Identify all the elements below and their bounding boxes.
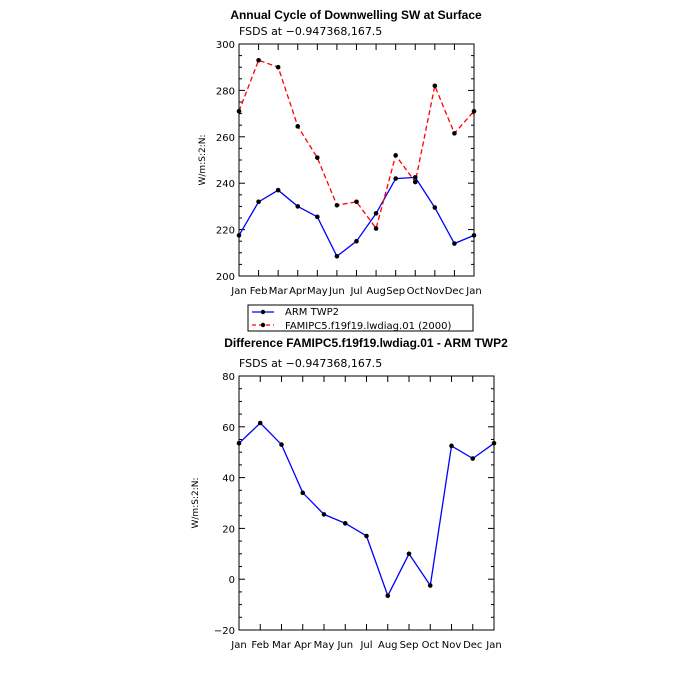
- legend-marker-arm: [260, 309, 266, 315]
- data-point: [373, 211, 379, 216]
- legend-marker-model: [260, 322, 266, 328]
- data-point: [354, 238, 359, 244]
- y-tick-label: 280: [216, 86, 235, 97]
- x-tick-label: Jan: [485, 640, 501, 651]
- data-point: [364, 533, 369, 539]
- y-tick-label: 20: [222, 524, 235, 535]
- data-point: [236, 233, 242, 238]
- data-point: [315, 155, 320, 160]
- chart-title: Difference FAMIPC5.f19f19.lwdiag.01 - AR…: [224, 336, 508, 350]
- chart-title: Annual Cycle of Downwelling SW at Surfac…: [230, 8, 482, 22]
- series-line-0: [238, 422, 495, 598]
- x-tick-label: Dec: [445, 286, 464, 297]
- x-tick-label: Jan: [230, 640, 246, 651]
- x-tick-label: Aug: [378, 640, 398, 651]
- chart-annual-cycle: Annual Cycle of Downwelling SW at Surfac…: [198, 8, 482, 332]
- data-point: [334, 202, 340, 208]
- data-point: [315, 214, 320, 220]
- data-point: [449, 443, 454, 449]
- data-point: [393, 176, 398, 181]
- x-tick-label: Apr: [289, 286, 307, 297]
- data-point: [432, 205, 438, 210]
- data-point: [256, 199, 261, 205]
- data-point: [470, 456, 476, 461]
- chart-subtitle: FSDS at −0.947368,167.5: [239, 357, 382, 370]
- x-tick-label: Jul: [359, 640, 372, 651]
- data-point: [257, 420, 263, 426]
- y-tick-label: 60: [222, 423, 235, 434]
- y-axis-label: W/m:S:2:N:: [191, 478, 201, 529]
- chart-difference: Difference FAMIPC5.f19f19.lwdiag.01 - AR…: [191, 336, 508, 651]
- data-point: [295, 204, 301, 209]
- data-point: [300, 490, 306, 496]
- chart-subtitle: FSDS at −0.947368,167.5: [239, 25, 382, 38]
- data-point: [373, 226, 379, 231]
- data-point: [295, 124, 301, 129]
- x-tick-label: Mar: [272, 640, 292, 651]
- data-point: [279, 442, 284, 447]
- legend-box: [247, 304, 474, 332]
- data-point: [427, 583, 433, 588]
- plot-frame: [238, 375, 495, 631]
- legend: ARM TWP2 FAMIPC5.f19f19.lwdiag.01 (2000): [247, 304, 474, 332]
- y-tick-label: 220: [216, 226, 235, 237]
- x-tick-label: Nov: [442, 640, 462, 651]
- y-tick-label: 240: [216, 179, 235, 190]
- data-point: [275, 64, 281, 70]
- data-point: [406, 551, 412, 557]
- data-point: [471, 233, 477, 238]
- data-point: [256, 57, 261, 63]
- data-point: [321, 512, 327, 517]
- data-point: [334, 253, 340, 259]
- data-point: [236, 441, 242, 446]
- y-tick-label: 300: [216, 40, 235, 51]
- x-tick-label: Aug: [366, 286, 386, 297]
- x-tick-label: Nov: [425, 286, 445, 297]
- x-tick-label: Oct: [422, 640, 439, 651]
- y-tick-label: 200: [216, 272, 235, 283]
- y-tick-label: −20: [214, 626, 235, 637]
- data-point: [452, 131, 457, 136]
- data-point: [236, 108, 242, 114]
- x-tick-label: Feb: [251, 640, 269, 651]
- y-axis-label: W/m:S:2:N:: [198, 135, 208, 186]
- data-point: [385, 593, 391, 599]
- series-line-0: [238, 176, 475, 258]
- x-tick-label: Jul: [349, 286, 362, 297]
- x-tick-label: May: [314, 640, 335, 651]
- x-tick-label: Sep: [400, 640, 419, 651]
- x-tick-label: Jan: [465, 286, 481, 297]
- x-tick-label: Dec: [463, 640, 482, 651]
- data-point: [471, 108, 477, 114]
- data-point: [354, 199, 359, 205]
- data-point: [275, 187, 281, 193]
- y-tick-label: 0: [229, 575, 235, 586]
- data-point: [412, 175, 418, 180]
- x-tick-label: Oct: [407, 286, 424, 297]
- data-point: [452, 241, 457, 246]
- y-tick-label: 40: [222, 474, 235, 485]
- y-tick-label: 260: [216, 133, 235, 144]
- x-tick-label: Jun: [336, 640, 353, 651]
- x-tick-label: Feb: [250, 286, 268, 297]
- x-tick-label: Jan: [230, 286, 246, 297]
- data-point: [432, 83, 438, 89]
- x-tick-label: Mar: [269, 286, 289, 297]
- x-tick-label: Jun: [328, 286, 345, 297]
- y-tick-label: 80: [222, 372, 235, 383]
- legend-label-arm: ARM TWP2: [285, 307, 339, 318]
- x-tick-label: May: [307, 286, 328, 297]
- data-point: [393, 153, 398, 158]
- data-point: [412, 179, 418, 185]
- data-point: [342, 521, 348, 526]
- legend-label-model: FAMIPC5.f19f19.lwdiag.01 (2000): [285, 321, 451, 332]
- x-tick-label: Apr: [294, 640, 312, 651]
- data-point: [491, 441, 497, 446]
- x-tick-label: Sep: [386, 286, 405, 297]
